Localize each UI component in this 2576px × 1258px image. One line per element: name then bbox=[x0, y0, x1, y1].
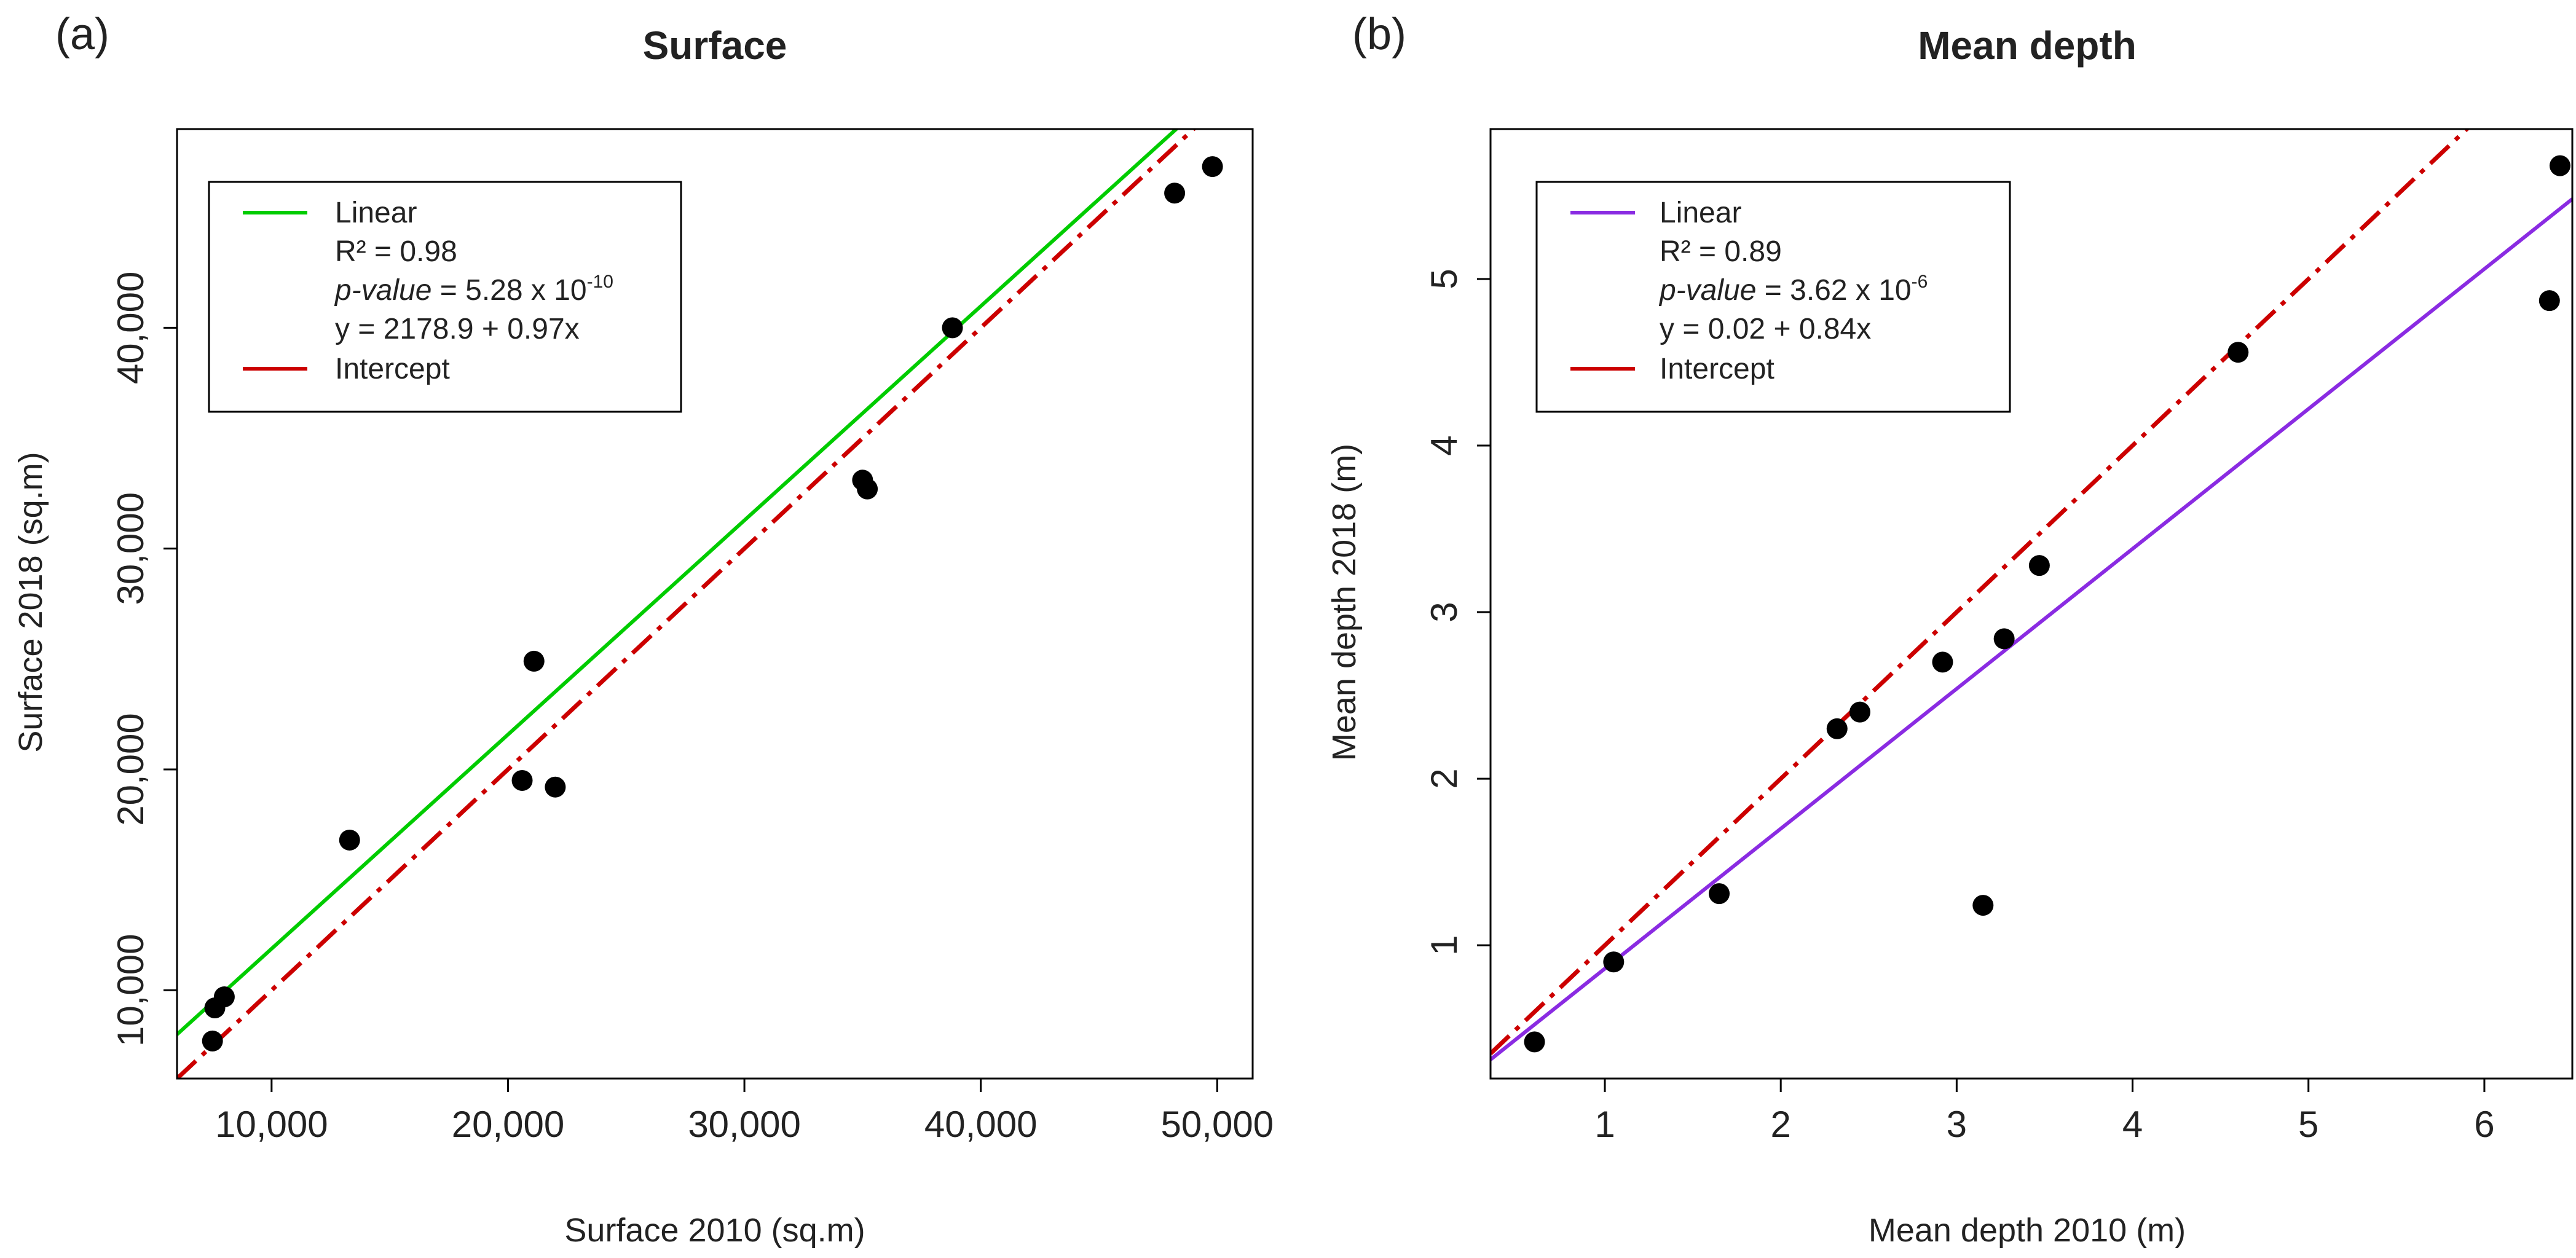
y-tick-label-surface-4: 40,000 bbox=[110, 272, 151, 385]
data-point-mean-depth-1 bbox=[1524, 1031, 1545, 1053]
y-tick-label-mean-depth-3: 3 bbox=[1424, 602, 1465, 622]
data-point-mean-depth-9 bbox=[2028, 555, 2050, 576]
chart-title-mean-depth: Mean depth bbox=[1918, 23, 2137, 68]
data-point-mean-depth-3 bbox=[1709, 883, 1730, 905]
legend-box-surface bbox=[208, 181, 682, 413]
x-tick-label-mean-depth-1: 1 bbox=[1594, 1104, 1615, 1145]
legend-equation-mean-depth: y = 0.02 + 0.84x bbox=[1660, 313, 1871, 345]
linear-fit-line-mean-depth bbox=[1491, 197, 2572, 1061]
legend-pvalue-surface: p-value = 5.28 x 10-10 bbox=[334, 272, 613, 307]
legend-r2-surface: R² = 0.98 bbox=[335, 235, 457, 268]
x-tick-label-mean-depth-6: 6 bbox=[2474, 1104, 2494, 1145]
data-point-surface-10 bbox=[942, 317, 963, 339]
panel-surface: (a) Surface 10,000 20,000 30,000 40,000 50,0… bbox=[12, 10, 1274, 1249]
points-mean-depth bbox=[1524, 155, 2570, 1053]
legend-pvalue-mean-depth: p-value = 3.62 x 10-6 bbox=[1658, 272, 1928, 307]
legend-linear-label-mean-depth: Linear bbox=[1660, 197, 1741, 229]
x-tick-label-mean-depth-5: 5 bbox=[2298, 1104, 2318, 1145]
x-tick-label-surface-4: 40,000 bbox=[924, 1104, 1038, 1145]
data-point-mean-depth-5 bbox=[1849, 701, 1870, 723]
data-point-surface-11 bbox=[1164, 183, 1186, 204]
legend-surface: Linear R² = 0.98 p-value = 5.28 x 10-10 … bbox=[208, 181, 682, 413]
data-point-mean-depth-4 bbox=[1826, 718, 1848, 739]
legend-linear-label-surface: Linear bbox=[335, 197, 417, 229]
x-axis-surface: 10,000 20,000 30,000 40,000 50,000 bbox=[215, 1079, 1274, 1145]
data-point-surface-7 bbox=[545, 776, 566, 798]
fit-lines-mean-depth bbox=[1491, 129, 2572, 1061]
data-point-mean-depth-8 bbox=[1993, 628, 2015, 650]
x-tick-label-surface-1: 10,000 bbox=[215, 1104, 328, 1145]
y-tick-label-mean-depth-2: 2 bbox=[1424, 768, 1465, 788]
x-axis-label-mean-depth: Mean depth 2010 (m) bbox=[1869, 1212, 2186, 1249]
data-point-surface-12 bbox=[1202, 156, 1223, 178]
data-point-surface-1 bbox=[202, 1030, 223, 1052]
data-point-mean-depth-11 bbox=[2539, 290, 2560, 312]
data-point-mean-depth-6 bbox=[1932, 651, 1953, 673]
y-tick-label-mean-depth-5: 5 bbox=[1424, 269, 1465, 289]
data-point-surface-3 bbox=[213, 986, 235, 1008]
y-tick-label-mean-depth-1: 1 bbox=[1424, 935, 1465, 955]
y-tick-label-surface-2: 20,000 bbox=[110, 713, 151, 826]
x-tick-label-surface-2: 20,000 bbox=[452, 1104, 565, 1145]
intercept-line-mean-depth bbox=[1491, 129, 2470, 1055]
x-tick-label-surface-3: 30,000 bbox=[688, 1104, 801, 1145]
data-point-surface-6 bbox=[523, 650, 545, 672]
data-point-surface-4 bbox=[339, 829, 360, 851]
legend-mean-depth: Linear R² = 0.89 p-value = 3.62 x 10-6 y… bbox=[1535, 181, 2011, 413]
x-tick-label-surface-5: 50,000 bbox=[1161, 1104, 1274, 1145]
data-point-mean-depth-2 bbox=[1603, 951, 1625, 973]
x-axis-label-surface: Surface 2010 (sq.m) bbox=[564, 1212, 865, 1249]
data-point-mean-depth-7 bbox=[1972, 895, 1994, 916]
y-axis-label-mean-depth: Mean depth 2018 (m) bbox=[1326, 444, 1363, 761]
legend-r2-mean-depth: R² = 0.89 bbox=[1660, 235, 1782, 268]
legend-intercept-label-mean-depth: Intercept bbox=[1660, 353, 1774, 385]
panel-tag-b: (b) bbox=[1352, 10, 1406, 59]
data-point-mean-depth-10 bbox=[2227, 342, 2249, 363]
y-axis-mean-depth: 1 2 3 4 5 bbox=[1424, 269, 1491, 956]
data-point-surface-9 bbox=[857, 478, 878, 500]
intercept-line-surface bbox=[177, 129, 1197, 1079]
data-point-surface-5 bbox=[511, 769, 533, 791]
panel-tag-a: (a) bbox=[55, 10, 109, 59]
x-tick-label-mean-depth-2: 2 bbox=[1771, 1104, 1791, 1145]
legend-equation-surface: y = 2178.9 + 0.97x bbox=[335, 313, 580, 345]
y-tick-label-surface-1: 10,000 bbox=[110, 934, 151, 1047]
plot-frame-mean-depth bbox=[1489, 128, 2574, 1080]
panel-mean-depth: (b) Mean depth 1 2 3 4 5 6 1 2 3 4 5 Mean depth 2… bbox=[1326, 10, 2574, 1249]
y-tick-label-mean-depth-4: 4 bbox=[1424, 435, 1465, 455]
y-axis-surface: 10,000 20,000 30,000 40,000 bbox=[110, 272, 177, 1047]
data-point-mean-depth-12 bbox=[2549, 155, 2570, 176]
legend-intercept-label-surface: Intercept bbox=[335, 353, 450, 385]
chart-title-surface: Surface bbox=[643, 23, 787, 68]
y-axis-label-surface: Surface 2018 (sq.m) bbox=[12, 452, 49, 752]
fit-lines-surface bbox=[177, 129, 1197, 1079]
legend-box-mean-depth bbox=[1535, 181, 2011, 413]
x-axis-mean-depth: 1 2 3 4 5 6 bbox=[1594, 1079, 2495, 1145]
y-tick-label-surface-3: 30,000 bbox=[110, 492, 151, 605]
points-surface bbox=[202, 156, 1223, 1052]
linear-fit-line-surface bbox=[177, 129, 1180, 1036]
plot-frame-surface bbox=[176, 128, 1254, 1080]
x-tick-label-mean-depth-4: 4 bbox=[2122, 1104, 2143, 1145]
x-tick-label-mean-depth-3: 3 bbox=[1947, 1104, 1967, 1145]
